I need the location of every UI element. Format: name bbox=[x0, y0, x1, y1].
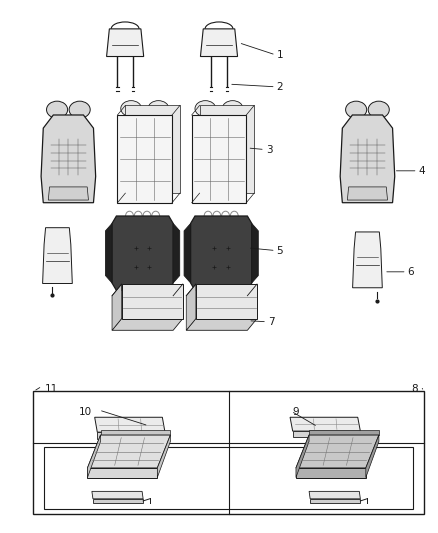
FancyBboxPatch shape bbox=[347, 135, 388, 178]
Polygon shape bbox=[186, 319, 257, 330]
Polygon shape bbox=[112, 284, 122, 330]
Polygon shape bbox=[191, 216, 252, 290]
FancyBboxPatch shape bbox=[124, 231, 161, 284]
Polygon shape bbox=[88, 468, 157, 478]
Ellipse shape bbox=[195, 101, 216, 117]
Polygon shape bbox=[340, 115, 395, 203]
Polygon shape bbox=[112, 319, 183, 330]
Bar bbox=[33, 391, 424, 514]
Text: 7: 7 bbox=[268, 317, 275, 327]
Polygon shape bbox=[192, 115, 246, 203]
Text: 1: 1 bbox=[277, 50, 283, 60]
Text: 5: 5 bbox=[277, 246, 283, 255]
Polygon shape bbox=[184, 223, 191, 283]
Polygon shape bbox=[296, 468, 366, 478]
Polygon shape bbox=[360, 432, 366, 435]
Text: 4: 4 bbox=[419, 166, 425, 176]
Polygon shape bbox=[186, 284, 196, 330]
Polygon shape bbox=[117, 115, 172, 203]
FancyBboxPatch shape bbox=[202, 231, 240, 284]
Ellipse shape bbox=[46, 101, 67, 118]
Polygon shape bbox=[88, 435, 101, 478]
Text: 10: 10 bbox=[78, 407, 92, 417]
Polygon shape bbox=[296, 435, 309, 478]
Ellipse shape bbox=[346, 101, 367, 118]
Polygon shape bbox=[101, 430, 170, 435]
Bar bbox=[44, 447, 413, 510]
Polygon shape bbox=[309, 491, 360, 499]
Polygon shape bbox=[125, 106, 180, 193]
Polygon shape bbox=[310, 499, 360, 503]
Polygon shape bbox=[122, 284, 183, 319]
Text: 6: 6 bbox=[408, 267, 414, 277]
Polygon shape bbox=[252, 223, 258, 283]
Polygon shape bbox=[93, 499, 143, 503]
Polygon shape bbox=[296, 435, 379, 468]
Polygon shape bbox=[173, 223, 180, 283]
Polygon shape bbox=[200, 106, 254, 193]
Ellipse shape bbox=[148, 101, 169, 117]
Text: 3: 3 bbox=[266, 144, 272, 155]
Polygon shape bbox=[48, 187, 88, 200]
Polygon shape bbox=[92, 491, 143, 499]
Text: 2: 2 bbox=[277, 82, 283, 92]
Polygon shape bbox=[106, 223, 112, 283]
Polygon shape bbox=[309, 430, 379, 435]
Polygon shape bbox=[42, 228, 72, 284]
Text: 9: 9 bbox=[292, 407, 299, 417]
Polygon shape bbox=[196, 284, 257, 319]
Ellipse shape bbox=[368, 101, 389, 118]
Ellipse shape bbox=[222, 101, 243, 117]
Polygon shape bbox=[366, 435, 379, 478]
Polygon shape bbox=[112, 216, 173, 290]
Polygon shape bbox=[97, 432, 165, 439]
Polygon shape bbox=[201, 29, 237, 56]
Polygon shape bbox=[88, 435, 170, 468]
Polygon shape bbox=[353, 232, 382, 288]
Polygon shape bbox=[106, 29, 144, 56]
Polygon shape bbox=[95, 417, 165, 432]
Ellipse shape bbox=[121, 101, 141, 117]
Polygon shape bbox=[293, 431, 360, 438]
FancyBboxPatch shape bbox=[48, 135, 88, 178]
Polygon shape bbox=[41, 115, 95, 203]
Polygon shape bbox=[347, 187, 388, 200]
Text: 8: 8 bbox=[411, 384, 418, 394]
Polygon shape bbox=[165, 433, 170, 437]
Ellipse shape bbox=[69, 101, 90, 118]
Text: 11: 11 bbox=[44, 384, 58, 394]
Polygon shape bbox=[290, 417, 360, 431]
Polygon shape bbox=[157, 435, 170, 478]
